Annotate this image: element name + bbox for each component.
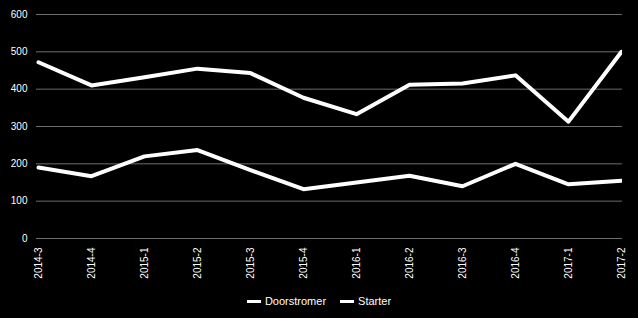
svg-text:600: 600 [11, 9, 28, 20]
svg-text:300: 300 [11, 121, 28, 132]
svg-text:200: 200 [11, 158, 28, 169]
svg-text:0: 0 [22, 233, 28, 244]
svg-text:2016-3: 2016-3 [457, 247, 468, 279]
svg-text:2015-1: 2015-1 [139, 247, 150, 279]
html-text:Doorstromer: Doorstromer [264, 295, 326, 307]
svg-text:2014-3: 2014-3 [33, 247, 44, 279]
svg-text:2015-4: 2015-4 [298, 247, 309, 279]
svg-text:500: 500 [11, 46, 28, 57]
svg-text:2015-3: 2015-3 [245, 247, 256, 279]
html-text:Starter: Starter [358, 295, 392, 307]
svg-text:2015-2: 2015-2 [192, 247, 203, 279]
svg-text:400: 400 [11, 83, 28, 94]
svg-text:2017-1: 2017-1 [563, 247, 574, 279]
svg-text:2016-2: 2016-2 [404, 247, 415, 279]
svg-text:100: 100 [11, 195, 28, 206]
svg-text:2016-1: 2016-1 [351, 247, 362, 279]
svg-text:2017-2: 2017-2 [616, 247, 627, 279]
svg-text:2016-4: 2016-4 [510, 247, 521, 279]
svg-text:2014-4: 2014-4 [86, 247, 97, 279]
